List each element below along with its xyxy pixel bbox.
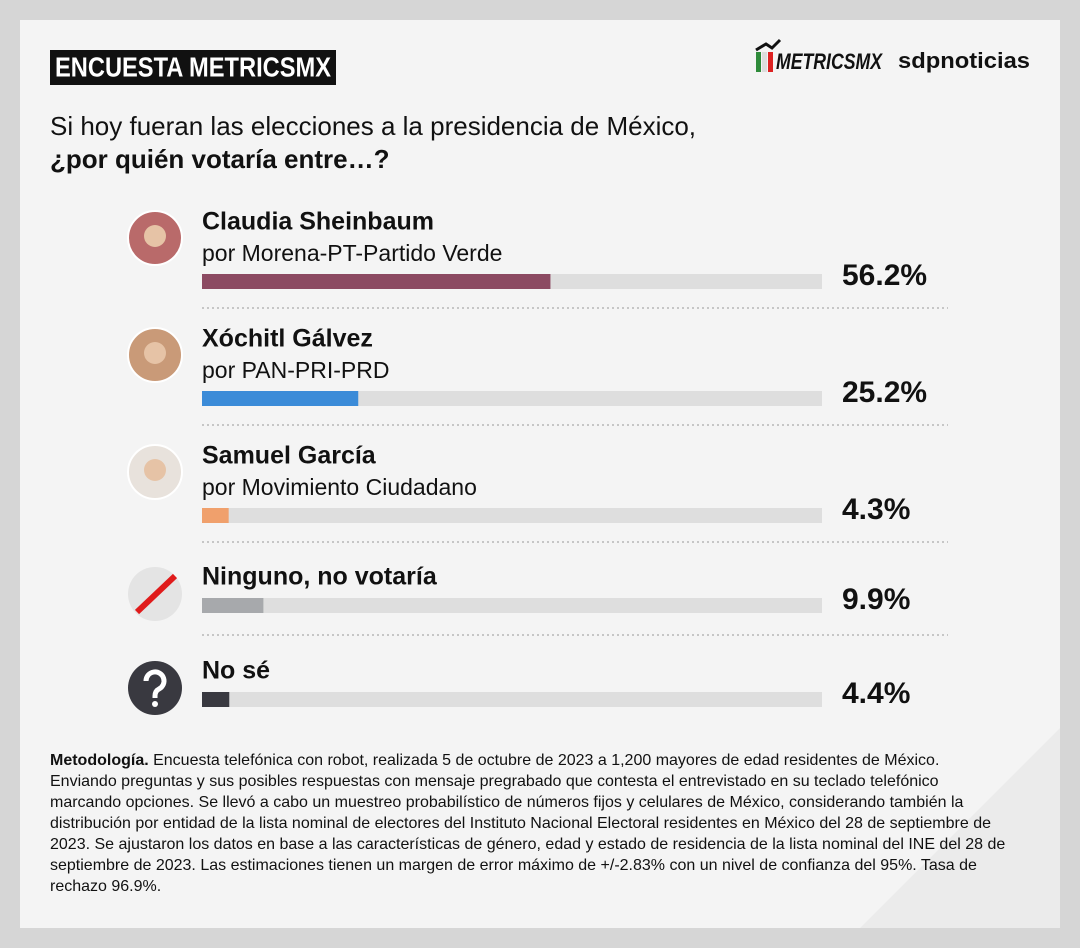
value-label: 25.2% xyxy=(842,376,927,409)
candidate-name: No sé xyxy=(202,657,270,685)
logo-mark xyxy=(755,38,782,72)
bar xyxy=(202,508,229,523)
value-label: 56.2% xyxy=(842,259,927,292)
icon-question xyxy=(143,669,167,698)
bar xyxy=(202,692,230,707)
decor xyxy=(860,728,1060,928)
methodology: Metodología. Encuesta telefónica con rob… xyxy=(50,750,1010,897)
header: ENCUESTA METRICSMX xyxy=(55,51,331,82)
icon-slash xyxy=(134,573,178,615)
logo-metricsmx: METRICSMX xyxy=(776,49,883,74)
card xyxy=(20,20,1060,928)
methodology-label: Metodología. xyxy=(50,752,149,769)
candidate-name: Xóchitl Gálvez xyxy=(202,325,373,353)
bar-track xyxy=(202,598,822,613)
methodology-text: Encuesta telefónica con robot, realizada… xyxy=(50,752,1006,895)
icon-unknown xyxy=(128,661,182,715)
question: Si hoy fueran las elecciones a la presid… xyxy=(50,111,696,141)
candidate-name: Ninguno, no votaría xyxy=(202,563,438,591)
icon-question-dot xyxy=(152,701,158,707)
bar-track xyxy=(202,508,822,523)
photo-face xyxy=(144,225,166,247)
party: por Movimiento Ciudadano xyxy=(202,474,477,500)
candidate-name: Claudia Sheinbaum xyxy=(202,208,434,236)
bar xyxy=(202,598,264,613)
photo-face xyxy=(144,459,166,481)
bar-track xyxy=(202,692,822,707)
party: por PAN-PRI-PRD xyxy=(202,357,389,383)
photo-face xyxy=(144,342,166,364)
party: por Morena-PT-Partido Verde xyxy=(202,240,502,266)
question-bold: ¿por quién votaría entre…? xyxy=(50,144,390,174)
value-label: 4.4% xyxy=(842,677,910,710)
bar xyxy=(202,274,551,289)
value-label: 9.9% xyxy=(842,583,910,616)
value-label: 4.3% xyxy=(842,493,910,526)
header-box xyxy=(50,50,336,85)
logo-sdp: sdpnoticias xyxy=(898,48,1030,73)
bar xyxy=(202,391,359,406)
candidate-name: Samuel García xyxy=(202,442,377,470)
